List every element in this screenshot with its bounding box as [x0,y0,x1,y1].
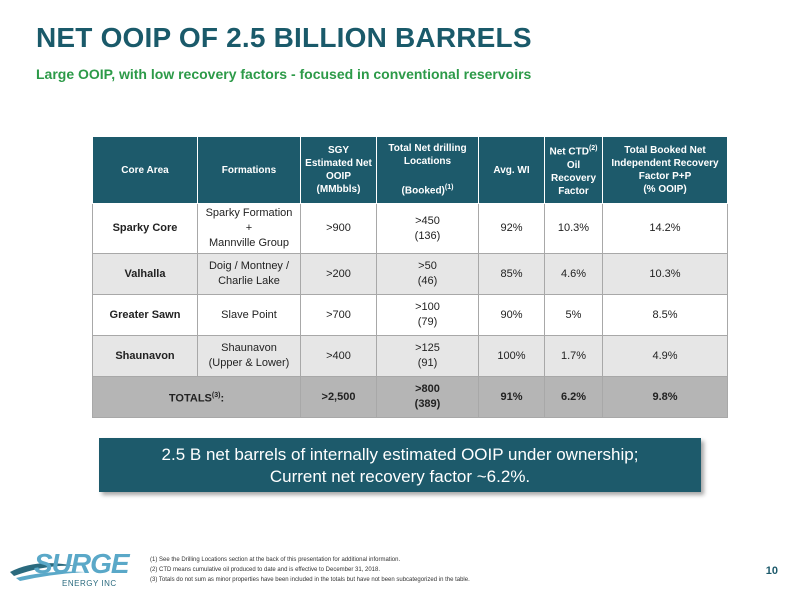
callout-line: Current net recovery factor ~6.2%. [269,467,531,486]
cell-ooip: >700 [300,294,377,336]
header-rec-line: Factor P+P [638,171,692,182]
cell-core-area: Valhalla [92,253,198,295]
cell-recovery: 10.3% [602,253,728,295]
formation-line: Sparky Formation + [205,207,293,234]
formation-line: Shaunavon [221,342,277,354]
booked-value: (136) [414,229,441,242]
locations-value: >800 [415,383,440,395]
cell-formations: Sparky Formation + Mannville Group [197,203,301,254]
header-rec-line: Independent Recovery [611,158,719,169]
cell-ooip: >200 [300,253,377,295]
cell-wi: 100% [478,335,545,377]
header-ctd-line: Oil [566,159,581,171]
header-formations: Formations [197,136,301,204]
table-row: Valhalla Doig / Montney / Charlie Lake >2… [92,253,728,295]
ooip-table: Core Area Formations SGY Estimated Net O… [92,136,728,418]
header-rec-line: (% OOIP) [643,184,687,195]
cell-ctd: 10.3% [544,203,603,254]
cell-core-area: Greater Sawn [92,294,198,336]
formation-line: Doig / Montney / [208,260,290,272]
table-row: Shaunavon Shaunavon (Upper & Lower) >400 … [92,335,728,377]
logo-swoosh-icon [10,563,86,581]
cell-ooip: >400 [300,335,377,377]
cell-formations: Doig / Montney / Charlie Lake [197,253,301,295]
table-row: Sparky Core Sparky Formation + Mannville … [92,203,728,254]
formation-line: Charlie Lake [218,275,280,287]
summary-callout: 2.5 B net barrels of internally estimate… [99,438,701,492]
header-core-area: Core Area [92,136,198,204]
booked-value: (91) [417,357,438,369]
header-avg-wi: Avg. WI [478,136,545,204]
cell-locations: >50 (46) [376,253,479,295]
totals-ctd: 6.2% [544,376,603,418]
booked-value: (46) [417,275,438,287]
header-rec-line: Total Booked Net [624,145,706,156]
cell-ctd: 5% [544,294,603,336]
logo-wordmark: SURGE [34,548,130,579]
page-subtitle: Large OOIP, with low recovery factors - … [36,66,532,82]
page-title: NET OOIP OF 2.5 BILLION BARRELS [36,22,532,53]
totals-wi: 91% [478,376,545,418]
footnote: (1) See the Drilling Locations section a… [150,557,401,563]
header-drill-line: (Booked) [401,185,445,197]
cell-locations: >125 (91) [376,335,479,377]
header-ctd-line: Factor [558,185,589,197]
header-ooip-line: (MMbbls) [316,184,361,195]
locations-value: >450 [415,214,440,227]
footnote: (2) CTD means cumulative oil produced to… [150,567,381,573]
cell-locations: >100 (79) [376,294,479,336]
surge-logo: SURGE ENERGY INC [6,548,141,590]
table-header-row: Core Area Formations SGY Estimated Net O… [92,136,728,204]
cell-recovery: 8.5% [602,294,728,336]
header-ooip-line: OOIP [325,171,351,182]
footnote-ref: (1) [444,184,454,192]
cell-core-area: Shaunavon [92,335,198,377]
header-ooip-line: SGY [327,145,350,156]
page-number: 10 [765,565,778,577]
header-recovery-factor: Total Booked Net Independent Recovery Fa… [602,136,728,204]
header-ctd-line: Recovery [550,172,597,184]
booked-value: (389) [414,398,441,410]
cell-ooip: >900 [300,203,377,254]
cell-locations: >450 (136) [376,203,479,254]
cell-ctd: 1.7% [544,335,603,377]
footnote: (3) Totals do not sum as minor propertie… [150,577,470,583]
formation-line: (Upper & Lower) [208,357,290,369]
cell-wi: 90% [478,294,545,336]
table-row: Greater Sawn Slave Point >700 >100 (79) 9… [92,294,728,336]
totals-row: TOTALS(3): >2,500 >800 (389) 91% 6.2% 9.8… [92,376,728,418]
locations-value: >100 [415,301,440,313]
totals-label-text: TOTALS [168,392,212,405]
totals-recovery: 9.8% [602,376,728,418]
header-drilling-locations: Total Net drilling Locations (Booked)(1) [376,136,479,204]
locations-value: >125 [415,342,440,354]
cell-recovery: 14.2% [602,203,728,254]
header-ctd-line: Net CTD [549,146,589,158]
cell-wi: 92% [478,203,545,254]
cell-formations: Slave Point [197,294,301,336]
totals-label: TOTALS(3): [92,376,301,418]
cell-wi: 85% [478,253,545,295]
cell-recovery: 4.9% [602,335,728,377]
logo-subtitle: ENERGY INC [62,579,117,588]
totals-colon: : [220,392,225,405]
totals-ooip: >2,500 [300,376,377,418]
footnote-ref: (3) [211,391,221,399]
header-ooip: SGY Estimated Net OOIP (MMbbls) [300,136,377,204]
callout-line: 2.5 B net barrels of internally estimate… [161,445,639,464]
header-drill-line: Locations [403,156,452,168]
booked-value: (79) [417,316,438,328]
header-drill-line: Total Net drilling [388,143,467,155]
header-ooip-line: Estimated Net [305,158,372,169]
locations-value: >50 [418,260,437,272]
footnotes: (1) See the Drilling Locations section a… [150,555,470,585]
formation-line: Mannville Group [208,237,290,249]
totals-locations: >800 (389) [376,376,479,418]
cell-core-area: Sparky Core [92,203,198,254]
cell-ctd: 4.6% [544,253,603,295]
cell-formations: Shaunavon (Upper & Lower) [197,335,301,377]
footnote-ref: (2) [588,145,598,153]
header-ctd-recovery: Net CTD(2) Oil Recovery Factor [544,136,603,204]
